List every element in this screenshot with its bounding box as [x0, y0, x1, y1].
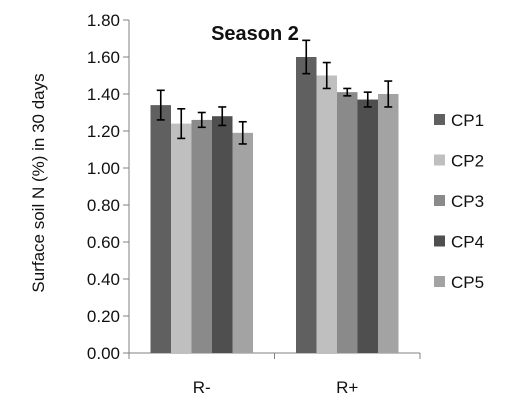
y-tick-label: 0.80	[87, 196, 120, 215]
legend-swatch-cp1	[434, 114, 445, 125]
legend-swatch-cp4	[434, 235, 445, 247]
y-tick-label: 1.60	[87, 48, 120, 67]
plot-area: 0.00 0.20 0.40 0.60 0.80 1.00 1.20 1.40 1.60 1.80…	[87, 11, 421, 397]
legend-swatch-cp3	[434, 195, 445, 206]
legend-label-cp5: CP5	[451, 273, 484, 292]
legend: CP1 CP2 CP3 CP4 CP5	[434, 111, 484, 292]
bar-cp5-rminus	[232, 132, 253, 353]
bar-cp4-rminus	[212, 116, 233, 353]
y-tick-label: 1.00	[87, 159, 120, 178]
chart-title: Season 2	[211, 23, 299, 45]
y-tick-label: 1.80	[87, 11, 120, 30]
y-axis-label: Surface soil N (%) in 30 days	[29, 73, 48, 292]
bar-cp3-rminus	[191, 119, 212, 354]
x-tick-label: R-	[193, 378, 211, 397]
legend-label-cp2: CP2	[451, 152, 484, 171]
y-tick-label: 0.20	[87, 307, 120, 326]
bar-cp2-rplus	[316, 75, 337, 353]
x-tick-label: R+	[336, 378, 358, 397]
bar-cp5-rplus	[378, 94, 399, 353]
y-tick-label: 1.20	[87, 122, 120, 141]
bar-cp1-rplus	[296, 57, 317, 353]
y-tick-label: 0.60	[87, 233, 120, 252]
legend-label-cp3: CP3	[451, 192, 484, 211]
legend-swatch-cp5	[434, 276, 445, 287]
bar-cp1-rminus	[150, 105, 171, 353]
bar-cp2-rminus	[171, 123, 192, 353]
bar-cp3-rplus	[337, 92, 358, 354]
legend-label-cp4: CP4	[451, 233, 484, 252]
bar-cp4-rplus	[357, 99, 378, 353]
y-tick-label: 0.40	[87, 270, 120, 289]
y-tick-label: 0.00	[87, 344, 120, 363]
y-tick-label: 1.40	[87, 85, 120, 104]
legend-swatch-cp2	[434, 154, 445, 166]
legend-label-cp1: CP1	[451, 111, 484, 130]
